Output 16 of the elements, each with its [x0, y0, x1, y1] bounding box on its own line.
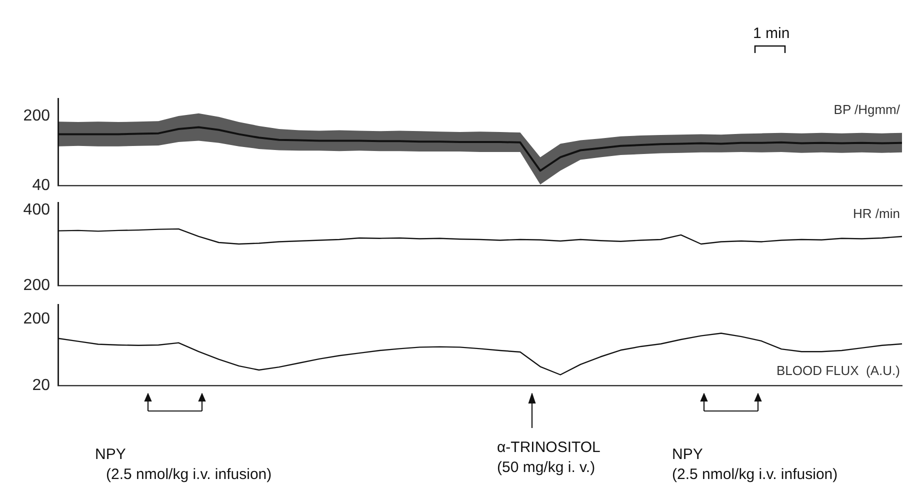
text: (2.5 nmol/kg i.v. infusion)	[106, 466, 272, 483]
text: (50 mg/kg i. v.)	[497, 459, 596, 476]
text: 1 min	[753, 25, 790, 42]
y-tick-label: 400	[23, 202, 50, 219]
y-tick-label: 200	[23, 276, 50, 294]
y-tick-label: 200	[23, 107, 50, 124]
text: (2.5 nmol/kg i.v. infusion)	[672, 466, 838, 483]
text: NPY	[672, 446, 703, 463]
y-axis-title: HR /min	[853, 206, 900, 222]
y-tick-label: 200	[23, 310, 50, 328]
text: α-TRINOSITOL	[497, 439, 600, 456]
y-tick-label: 20	[32, 376, 50, 394]
y-axis-title: BLOOD FLUX (A.U.)	[776, 362, 900, 378]
y-axis-title: BP /Hgmm/	[834, 102, 900, 118]
y-tick-label: 40	[32, 176, 50, 194]
text: NPY	[95, 446, 126, 463]
